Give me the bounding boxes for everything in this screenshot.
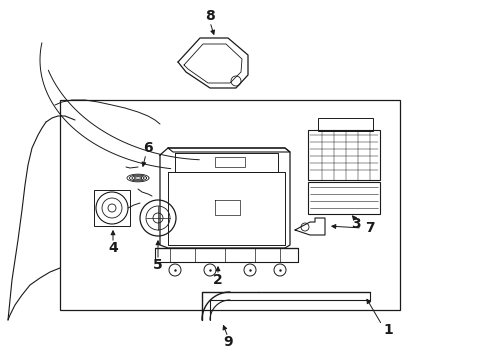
Text: 4: 4 [108, 241, 118, 255]
Bar [215, 157, 245, 167]
Bar [318, 118, 373, 131]
Bar [94, 190, 130, 226]
Text: 2: 2 [213, 273, 223, 287]
Text: 6: 6 [143, 141, 153, 155]
Bar [60, 100, 400, 310]
Text: 7: 7 [365, 221, 375, 235]
Bar [308, 130, 380, 180]
Bar [308, 182, 380, 214]
Text: 9: 9 [223, 335, 233, 349]
Text: 5: 5 [153, 258, 163, 272]
Text: 8: 8 [205, 9, 215, 23]
Text: 3: 3 [351, 217, 361, 231]
Text: 1: 1 [383, 323, 393, 337]
